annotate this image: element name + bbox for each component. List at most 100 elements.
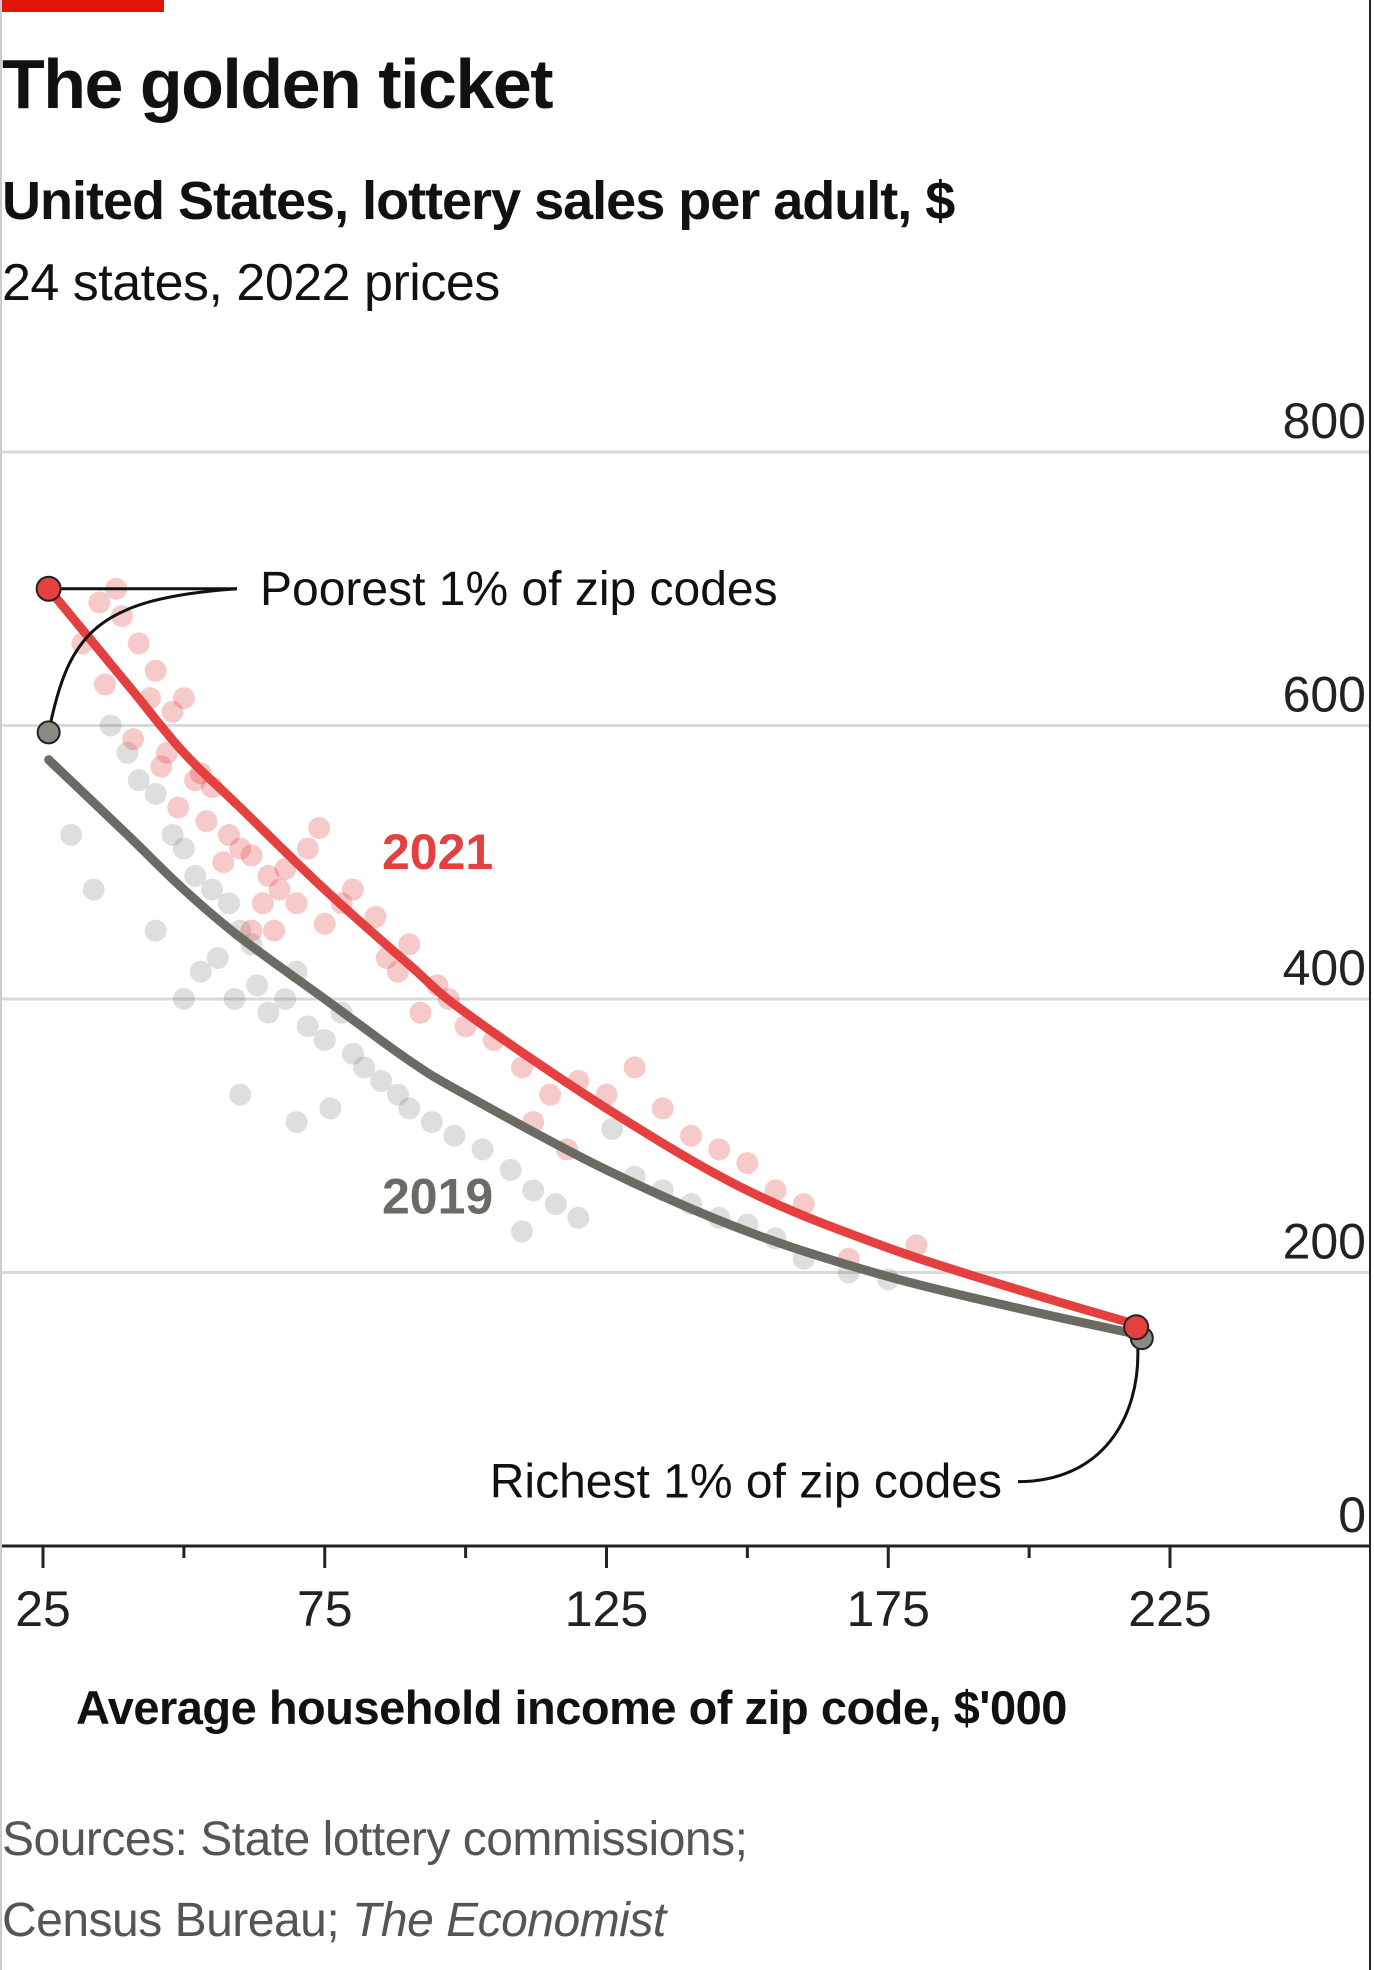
point-2021-31 [313,912,336,935]
series-label-2021: 2021 [382,824,493,880]
point-2021-53 [736,1152,759,1175]
y-tick-label-800: 800 [1283,393,1366,449]
marker-poorest-2021 [35,575,62,602]
point-2021-24 [268,878,291,901]
point-2021-2 [88,591,111,614]
point-2021-33 [341,878,364,901]
point-2021-54 [764,1179,787,1202]
x-axis-label: Average household income of zip code, $'… [76,1681,1067,1734]
point-2019-4 [161,823,184,846]
source-line-1: Sources: State lottery commissions; [2,1813,748,1866]
point-2021-7 [172,687,195,710]
point-2021-52 [708,1138,731,1161]
point-2021-36 [387,960,410,983]
point-2021-16 [167,796,190,819]
point-2021-14 [155,741,178,764]
point-2021-4 [144,659,167,682]
annotation-richest: Richest 1% of zip codes [490,1456,1002,1509]
point-2019-50 [510,1220,533,1243]
y-axis-tick-labels: 0 200 400 600 800 [1283,393,1366,1543]
point-2019-47 [229,1083,252,1106]
point-2019-14 [246,974,269,997]
marker-poorest-2019 [36,720,61,745]
point-2019-6 [184,864,207,887]
point-2019-16 [274,988,297,1010]
point-2021-20 [212,851,235,874]
point-2019-8 [217,892,240,915]
point-2021-28 [285,892,308,915]
chart-subtitle: United States, lottery sales per adult, … [2,171,955,231]
scatter-chart: 0 200 400 600 800 25 75 125 175 225 Poorest 1% o… [2,393,1369,1637]
point-2019-23 [370,1070,393,1093]
point-2021-56 [905,1234,928,1257]
point-2019-32 [567,1206,590,1229]
x-tick-label-25: 25 [15,1581,71,1637]
point-2019-48 [285,1111,308,1134]
point-2021-50 [651,1097,674,1120]
y-tick-label-200: 200 [1283,1214,1366,1270]
annotations: Poorest 1% of zip codes Richest 1% of zip… [35,563,1154,1509]
point-2021-51 [680,1124,703,1147]
point-2021-44 [539,1083,562,1106]
point-2019-19 [313,1029,336,1052]
point-2019-2 [127,769,150,792]
series-label-2019: 2019 [382,1169,493,1225]
point-2021-6 [161,700,184,723]
fit-line-2021 [44,584,1141,1329]
marker-richest-2021 [1123,1314,1150,1341]
x-tick-label-75: 75 [297,1581,353,1637]
x-tick-label-175: 175 [847,1581,930,1637]
series-2021-points [71,577,928,1270]
fit-line-2019 [44,755,1141,1339]
point-2019-1 [116,741,139,764]
chart-title: The golden ticket [2,45,554,123]
point-2019-30 [522,1179,545,1202]
point-2021-27 [308,817,331,840]
chart-subtitle-detail: 24 states, 2022 prices [2,254,500,312]
point-2019-45 [144,919,167,942]
point-2021-21 [240,844,263,867]
point-2019-12 [189,960,212,983]
point-2021-34 [364,905,387,928]
source-italic: The Economist [352,1894,666,1947]
point-2021-22 [257,864,280,887]
source-line-2: Census Bureau; The Economist [2,1893,666,1948]
brand-accent-tab [0,0,164,12]
gridlines [2,450,1369,1274]
point-2021-43 [510,1056,533,1079]
point-2021-49 [623,1056,646,1079]
point-2019-7 [201,878,224,901]
point-2019-15 [257,1001,280,1024]
point-2019-5 [172,837,195,860]
poorest-leader-2019 [47,587,238,733]
point-2021-40 [409,1001,432,1024]
frame-left-border [0,0,2,1970]
point-2021-23 [251,892,274,915]
point-2019-27 [443,1124,466,1147]
point-2021-17 [195,810,218,833]
point-2019-31 [544,1193,567,1216]
point-2019-0 [99,714,122,737]
point-2019-11 [206,946,229,969]
frame-right-border [1369,0,1371,1970]
point-2019-49 [319,1097,342,1120]
point-2021-11 [150,755,173,778]
point-2021-10 [122,728,145,751]
point-2019-33 [601,1117,624,1140]
point-2019-13 [223,988,246,1010]
richest-leader [1017,1348,1140,1484]
point-2019-25 [398,1097,421,1120]
point-2021-37 [398,933,421,956]
point-2019-21 [341,1042,364,1065]
annotation-poorest: Poorest 1% of zip codes [260,563,778,616]
point-2021-19 [229,837,252,860]
point-2021-26 [296,837,319,860]
point-2019-24 [387,1083,410,1106]
y-tick-label-400: 400 [1283,940,1366,996]
point-2019-22 [353,1056,376,1079]
x-tick-label-225: 225 [1128,1581,1211,1637]
point-2019-3 [144,782,167,805]
point-2021-30 [240,919,263,942]
point-2021-3 [127,632,150,655]
point-2021-25 [274,858,297,881]
